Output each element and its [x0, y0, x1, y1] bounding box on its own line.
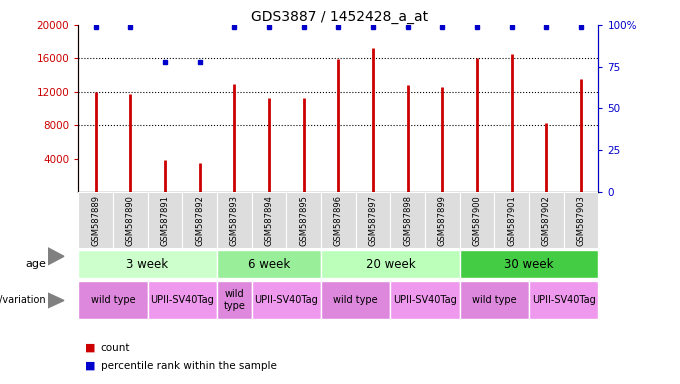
Text: GSM587889: GSM587889 [91, 195, 100, 246]
FancyBboxPatch shape [529, 281, 598, 319]
FancyBboxPatch shape [321, 192, 356, 248]
Text: UPII-SV40Tag: UPII-SV40Tag [393, 295, 457, 305]
FancyBboxPatch shape [286, 192, 321, 248]
Text: 3 week: 3 week [126, 258, 169, 270]
FancyBboxPatch shape [78, 192, 113, 248]
Text: GSM587903: GSM587903 [577, 195, 585, 246]
Text: ■: ■ [85, 343, 95, 353]
Text: GSM587899: GSM587899 [438, 195, 447, 246]
FancyBboxPatch shape [390, 192, 425, 248]
Text: 30 week: 30 week [505, 258, 554, 270]
FancyBboxPatch shape [460, 250, 598, 278]
FancyBboxPatch shape [460, 281, 529, 319]
Text: GSM587896: GSM587896 [334, 195, 343, 246]
FancyBboxPatch shape [217, 192, 252, 248]
Text: wild
type: wild type [223, 290, 245, 311]
FancyBboxPatch shape [78, 250, 217, 278]
Polygon shape [48, 248, 64, 265]
FancyBboxPatch shape [321, 250, 460, 278]
FancyBboxPatch shape [529, 192, 564, 248]
Text: UPII-SV40Tag: UPII-SV40Tag [254, 295, 318, 305]
Text: GSM587897: GSM587897 [369, 195, 377, 246]
Text: genotype/variation: genotype/variation [0, 295, 46, 305]
FancyBboxPatch shape [182, 192, 217, 248]
Polygon shape [48, 293, 64, 308]
Text: GSM587900: GSM587900 [473, 195, 481, 245]
FancyBboxPatch shape [148, 281, 217, 319]
Text: GSM587898: GSM587898 [403, 195, 412, 246]
Text: wild type: wild type [90, 295, 135, 305]
Text: GSM587890: GSM587890 [126, 195, 135, 246]
FancyBboxPatch shape [217, 281, 252, 319]
Text: GSM587901: GSM587901 [507, 195, 516, 245]
Text: UPII-SV40Tag: UPII-SV40Tag [532, 295, 596, 305]
FancyBboxPatch shape [460, 192, 494, 248]
FancyBboxPatch shape [321, 281, 390, 319]
Text: GSM587893: GSM587893 [230, 195, 239, 246]
Text: GSM587892: GSM587892 [195, 195, 204, 246]
Text: GSM587902: GSM587902 [542, 195, 551, 245]
FancyBboxPatch shape [217, 250, 321, 278]
FancyBboxPatch shape [113, 192, 148, 248]
FancyBboxPatch shape [148, 192, 182, 248]
Text: GSM587891: GSM587891 [160, 195, 169, 246]
Text: 20 week: 20 week [366, 258, 415, 270]
Text: GSM587895: GSM587895 [299, 195, 308, 246]
Text: ■: ■ [85, 361, 95, 371]
FancyBboxPatch shape [494, 192, 529, 248]
Text: percentile rank within the sample: percentile rank within the sample [101, 361, 277, 371]
Text: 6 week: 6 week [248, 258, 290, 270]
Text: age: age [25, 259, 46, 269]
FancyBboxPatch shape [390, 281, 460, 319]
Text: GDS3887 / 1452428_a_at: GDS3887 / 1452428_a_at [252, 10, 428, 23]
FancyBboxPatch shape [564, 192, 598, 248]
FancyBboxPatch shape [252, 192, 286, 248]
Text: wild type: wild type [333, 295, 378, 305]
FancyBboxPatch shape [252, 281, 321, 319]
Text: UPII-SV40Tag: UPII-SV40Tag [150, 295, 214, 305]
FancyBboxPatch shape [356, 192, 390, 248]
Text: wild type: wild type [472, 295, 517, 305]
FancyBboxPatch shape [425, 192, 460, 248]
Text: count: count [101, 343, 130, 353]
FancyBboxPatch shape [78, 281, 148, 319]
Text: GSM587894: GSM587894 [265, 195, 273, 246]
